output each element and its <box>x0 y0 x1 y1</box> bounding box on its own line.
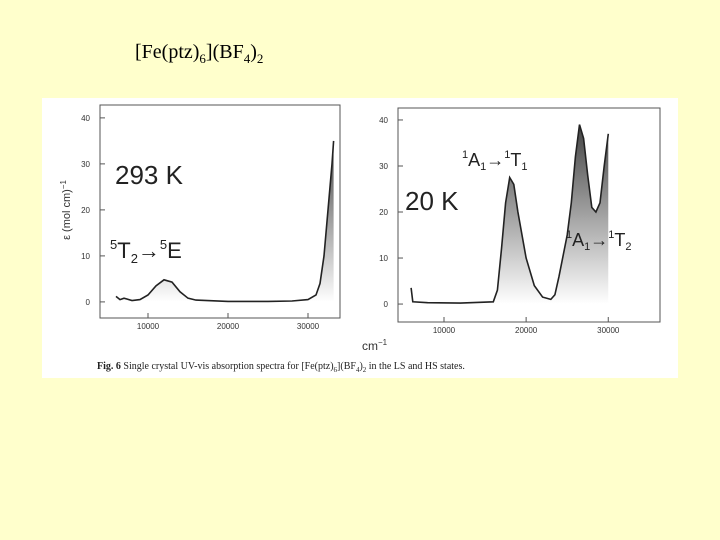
sub: 1 <box>480 161 486 173</box>
part: T <box>510 150 521 170</box>
title-sub: 6 <box>199 51 206 66</box>
annotation: 1A1→1T1 <box>462 149 528 173</box>
y-axis-label: ε (mol cm)−1 <box>59 180 73 240</box>
caption-part: Fig. 6 <box>97 361 121 372</box>
title-part: [Fe(ptz) <box>135 41 199 63</box>
slide-title: [Fe(ptz)6](BF4)2 <box>135 41 263 66</box>
y-tick-label: 0 <box>86 298 91 307</box>
part: T <box>117 238 130 263</box>
caption-part: Single crystal UV-vis absorption spectra… <box>121 361 334 372</box>
sub: 1 <box>521 161 527 173</box>
y-tick-label: 40 <box>81 114 90 123</box>
label-part: ε (mol cm) <box>61 189 73 240</box>
part: T <box>614 230 625 250</box>
label-part: cm <box>362 339 378 353</box>
spectrum-line <box>410 124 610 304</box>
caption-part: in the LS and HS states. <box>366 361 465 372</box>
x-tick-label: 20000 <box>217 322 240 331</box>
y-tick-label: 0 <box>384 300 389 309</box>
x-tick-label: 20000 <box>515 326 538 335</box>
caption-sub: 2 <box>363 366 367 374</box>
spectrum-line <box>115 140 335 303</box>
part: A <box>572 230 584 250</box>
sup: 5 <box>110 237 117 252</box>
arrow: → <box>138 238 160 263</box>
y-tick-label: 20 <box>81 206 90 215</box>
sup: 5 <box>160 237 167 252</box>
sub: 2 <box>625 241 631 253</box>
annotation: 293 K <box>115 160 184 190</box>
y-tick-label: 10 <box>379 254 388 263</box>
y-tick-label: 30 <box>379 162 388 171</box>
caption: Fig. 6 Single crystal UV-vis absorption … <box>97 361 465 374</box>
arrow: → <box>486 150 504 170</box>
x-tick-label: 30000 <box>297 322 320 331</box>
sup: 1 <box>462 149 468 161</box>
sup: 1 <box>504 149 510 161</box>
y-tick-label: 30 <box>81 160 90 169</box>
plots: 10000 20000 30000 0 10 20 30 40 10000 20000 30000 0… <box>81 104 661 335</box>
annotation: 5T2→5E <box>110 237 182 266</box>
part: A <box>468 150 480 170</box>
part: E <box>167 238 182 263</box>
sup: 1 <box>566 229 572 241</box>
y-tick-label: 40 <box>379 116 388 125</box>
arrow: → <box>590 230 608 250</box>
annotation: 1A1→1T2 <box>566 229 632 253</box>
caption-sub: 4 <box>356 366 360 374</box>
title-part: ) <box>250 41 257 63</box>
label-sup: −1 <box>378 338 388 347</box>
label-sup: −1 <box>59 180 68 190</box>
sub: 2 <box>131 251 138 266</box>
x-tick-label: 30000 <box>597 326 620 335</box>
title-part: ](BF <box>206 41 244 63</box>
plot-frame <box>99 104 341 319</box>
title-sub: 4 <box>244 51 251 66</box>
caption-part: ) <box>359 361 362 372</box>
sup: 1 <box>608 229 614 241</box>
sub: 1 <box>584 241 590 253</box>
title-sub: 2 <box>257 51 264 66</box>
y-tick-label: 20 <box>379 208 388 217</box>
x-tick-label: 10000 <box>137 322 160 331</box>
caption-part: ](BF <box>337 361 356 372</box>
annotation: 20 K <box>405 186 459 216</box>
x-axis-label: cm−1 <box>362 338 388 353</box>
y-tick-label: 10 <box>81 252 90 261</box>
caption-sub: 6 <box>334 366 338 374</box>
x-tick-label: 10000 <box>433 326 456 335</box>
plot-frame <box>397 107 661 323</box>
band-area <box>411 124 609 305</box>
